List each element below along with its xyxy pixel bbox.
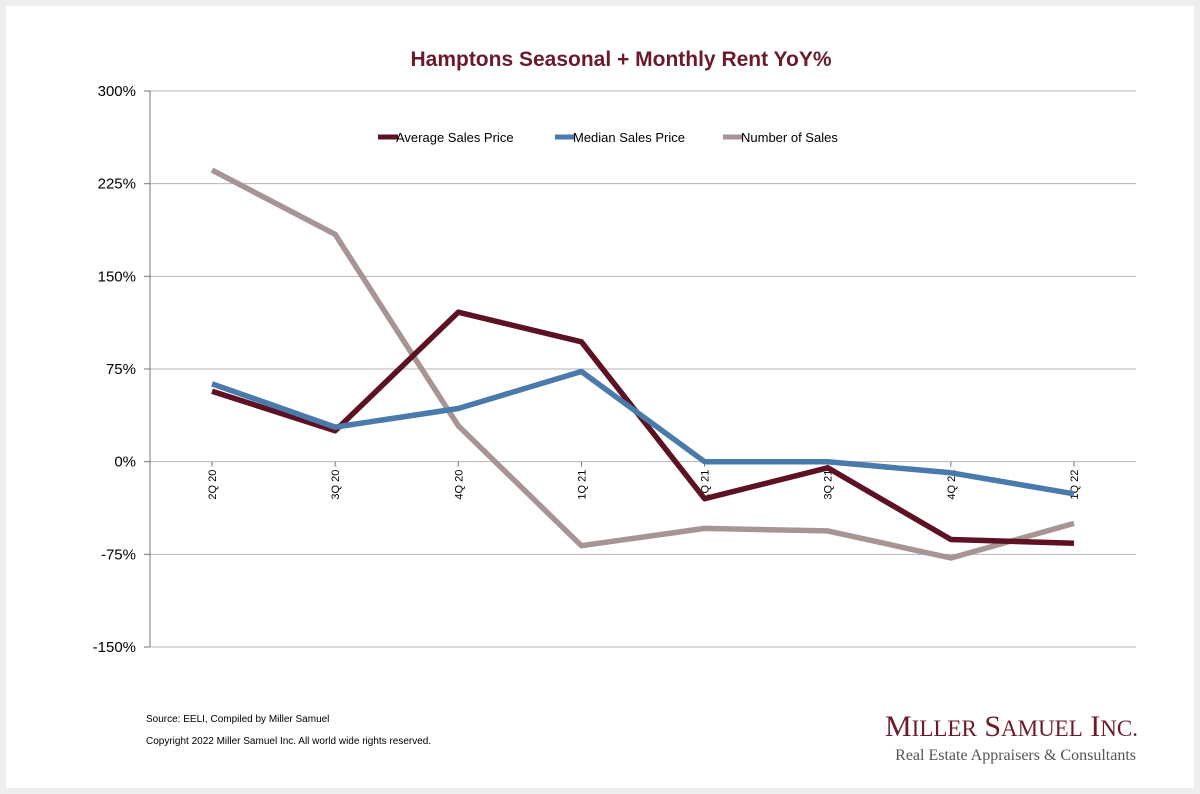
legend-label: Number of Sales bbox=[741, 130, 838, 145]
legend-label: Median Sales Price bbox=[573, 130, 685, 145]
gridlines bbox=[150, 90, 1136, 648]
x-tick-label: 2Q 20 bbox=[207, 470, 219, 500]
y-tick-label: -150% bbox=[93, 639, 136, 656]
copyright-note: Copyright 2022 Miller Samuel Inc. All wo… bbox=[146, 736, 431, 747]
series-lines bbox=[210, 167, 1075, 561]
y-tick-label: 0% bbox=[114, 454, 136, 471]
y-tick-label: -75% bbox=[101, 546, 136, 563]
chart-frame bbox=[6, 6, 1194, 788]
chart-title: Hamptons Seasonal + Monthly Rent YoY% bbox=[410, 48, 831, 71]
x-tick-label: 4Q 21 bbox=[946, 470, 958, 500]
company-logo: MILLER SAMUEL INC. Real Estate Appraiser… bbox=[885, 710, 1138, 764]
logo-name: MILLER SAMUEL INC. bbox=[885, 710, 1138, 743]
x-tick-label: 4Q 20 bbox=[453, 470, 465, 500]
y-tick-label: 300% bbox=[98, 83, 136, 100]
x-tick-label: 3Q 20 bbox=[330, 470, 342, 500]
legend: Average Sales Price Median Sales Price Num… bbox=[378, 130, 838, 145]
y-axis-ticks: 300% 225% 150% 75% 0% -75% -150% bbox=[93, 83, 151, 656]
logo-tagline: Real Estate Appraisers & Consultants bbox=[895, 747, 1136, 764]
x-tick-label: 1Q 21 bbox=[576, 470, 588, 500]
series-line-number-of-sales bbox=[210, 167, 1075, 561]
series-line-median-sales-price bbox=[211, 368, 1075, 497]
y-tick-label: 225% bbox=[98, 176, 136, 193]
x-tick-label: 3Q 21 bbox=[823, 470, 835, 500]
y-tick-label: 75% bbox=[106, 361, 136, 378]
legend-label: Average Sales Price bbox=[396, 130, 514, 145]
series-line-average-sales-price bbox=[211, 309, 1075, 546]
source-note: Source: EELI, Compiled by Miller Samuel bbox=[146, 714, 329, 725]
y-tick-label: 150% bbox=[98, 268, 136, 285]
x-axis: 2Q 20 3Q 20 4Q 20 1Q 21 2Q 21 3Q 21 4Q 21 1Q 22 bbox=[207, 461, 1081, 500]
